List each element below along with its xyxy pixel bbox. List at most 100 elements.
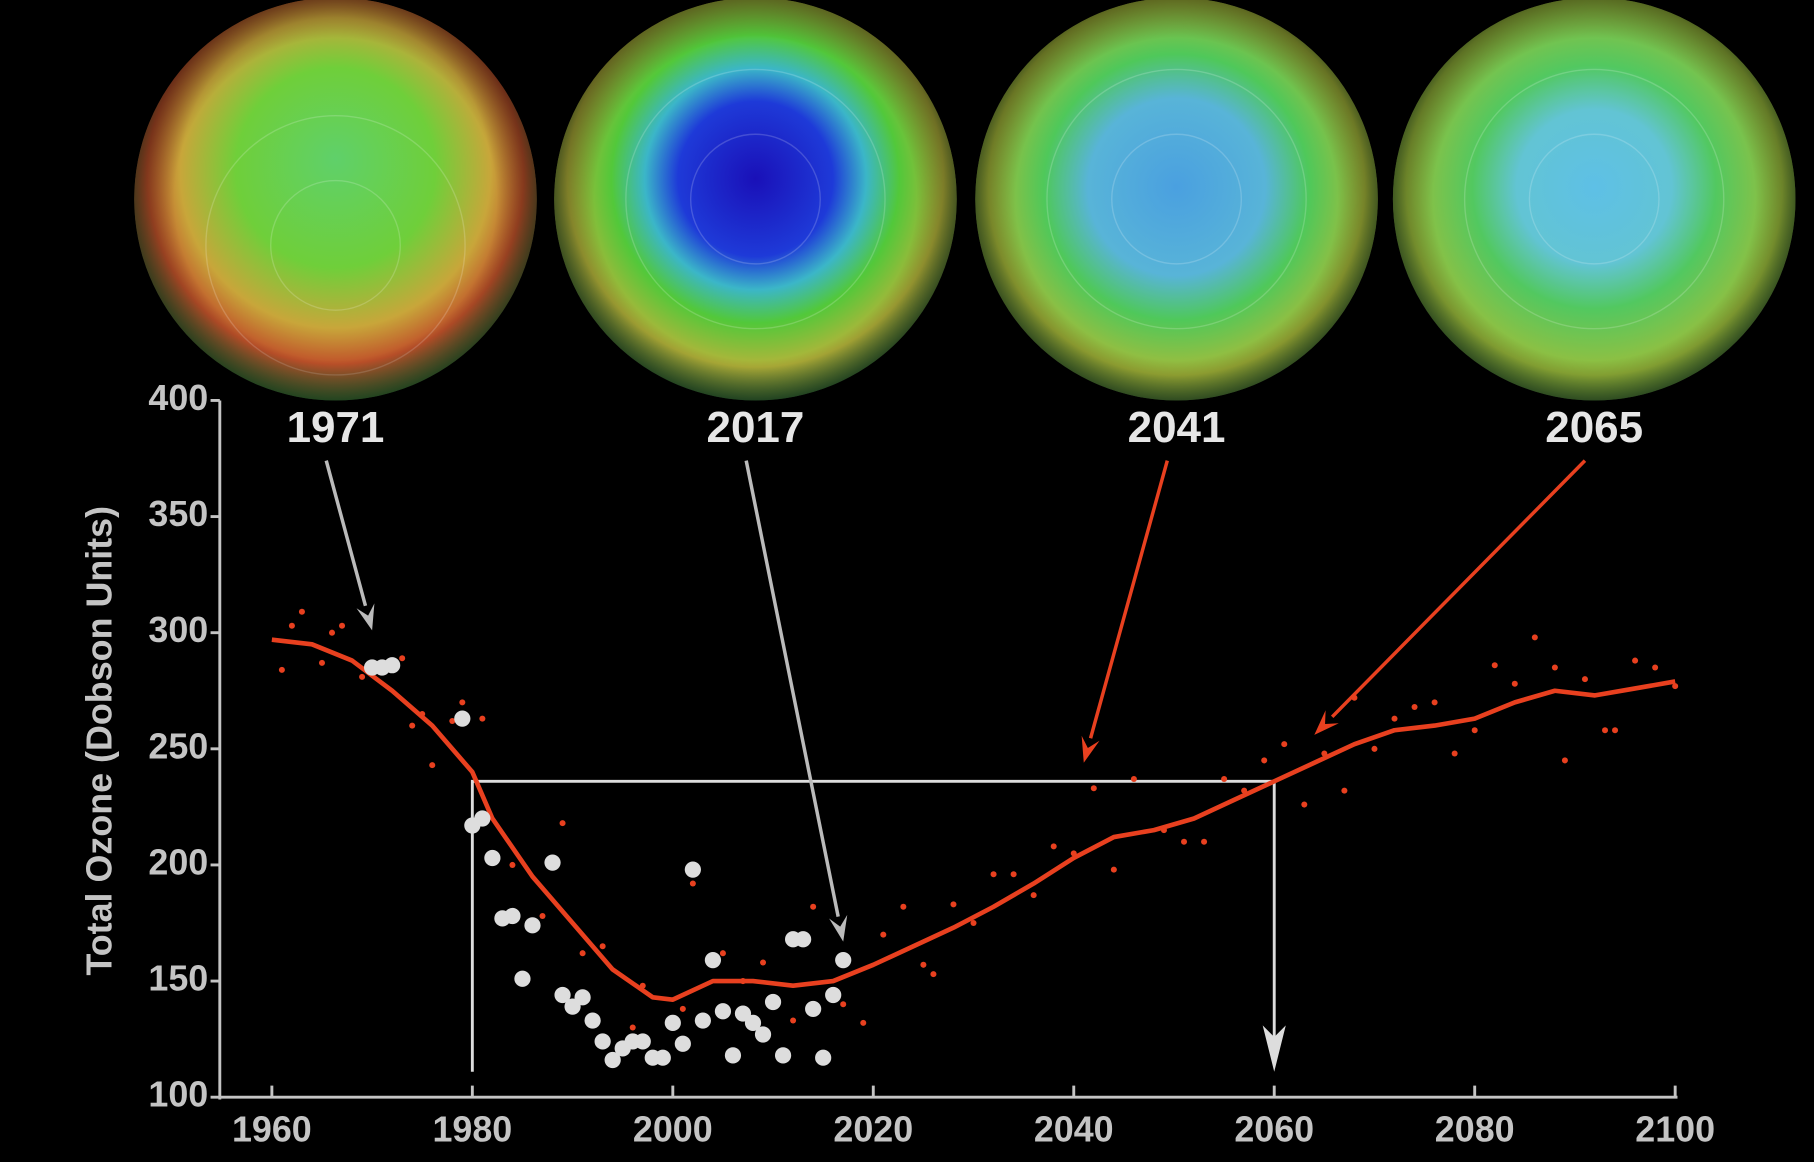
observation-dot [764,993,782,1011]
observation-dot [504,907,521,925]
globe-year-label: 2017 [707,403,805,452]
model-dot [1110,866,1117,873]
model-line [271,637,1676,1002]
model-dot [1090,785,1097,792]
model-dot [409,722,416,729]
model-dot [1341,787,1348,794]
model-dot [1411,704,1418,711]
model-dot [840,1001,847,1008]
observation-dot [805,1000,822,1018]
globe-year-label: 1971 [287,403,385,452]
x-tick-label: 2040 [1034,1109,1114,1149]
model-dot [559,820,566,827]
observation-dot [654,1049,671,1066]
model-dot [1511,680,1518,687]
observation-dot [574,989,591,1006]
x-tick-label: 2080 [1435,1109,1515,1149]
model-dot [359,673,366,680]
model-dot [1301,801,1308,808]
annotation-arrow [1330,459,1587,719]
observation-dot [554,986,571,1004]
observation-dot [634,1033,651,1050]
model-dot [1672,683,1679,690]
observation-dot [684,861,701,878]
model-dot [1531,634,1538,641]
y-tick-label: 400 [148,378,208,418]
model-dot [1491,662,1498,669]
model-dot [399,655,406,662]
model-dot [970,919,977,927]
model-dot [689,880,696,887]
model-dot [1602,727,1609,734]
annotation-arrowhead [1081,735,1100,763]
model-dot [860,1019,867,1026]
observation-dot [604,1051,621,1069]
observation-dot [474,810,491,827]
model-dot [1471,727,1478,734]
observation-dot [594,1033,611,1050]
model-dot [579,950,586,957]
model-dot [1281,741,1288,748]
observation-dot [524,917,541,934]
x-tick-label: 2000 [633,1109,713,1149]
annotation-arrowhead [356,603,375,631]
observation-dot [825,986,842,1004]
y-tick-label: 200 [148,842,208,882]
annotation-arrow [1088,460,1169,739]
model-dot [599,943,606,950]
observation-dot [664,1014,681,1031]
model-dot [318,659,325,666]
observation-dot [454,710,471,727]
x-tick-label: 1960 [232,1109,312,1149]
observation-dot [724,1047,742,1064]
observation-dot [674,1035,691,1052]
model-dot [719,950,726,957]
model-dot [429,762,436,769]
model-dot [1221,776,1228,783]
model-dot [298,608,305,615]
annotation-arrow [744,460,840,917]
x-tick-label: 2060 [1234,1109,1314,1149]
model-dot [950,901,957,908]
model-dot [1561,757,1568,764]
model-dot [1130,776,1137,783]
annotation-arrowhead [1314,710,1339,735]
y-tick-label: 300 [148,610,208,650]
model-dot [1371,745,1378,752]
observation-dot [714,1003,732,1020]
model-dot [1581,676,1588,683]
model-dot [1050,843,1057,850]
model-dot [509,861,516,868]
model-dot [459,699,466,706]
model-dot [790,1017,797,1024]
model-dot [679,1005,686,1012]
annotation-arrow [324,460,368,607]
model-dot [278,666,285,673]
model-dot [449,717,456,724]
reference-line [470,779,1276,1072]
model-dot [760,959,767,966]
observation-dot [694,1012,711,1029]
x-tick-label: 1980 [432,1109,512,1149]
x-tick-label: 2020 [833,1109,913,1149]
y-tick-label: 100 [148,1075,208,1115]
y-axis-title: Total Ozone (Dobson Units) [79,506,119,976]
model-dot [1551,664,1558,671]
observation-dot [584,1012,601,1029]
observation-dot [484,849,501,867]
model-dot [1451,750,1458,757]
model-dot [930,971,937,978]
model-dot [810,903,817,910]
model-dot [479,715,486,722]
y-tick-label: 350 [148,494,208,534]
observation-dot [815,1049,832,1066]
observation-dot [744,1014,762,1031]
model-dot [339,622,346,629]
model-dot [539,913,546,920]
model-dot [1391,715,1398,722]
model-dot [1261,757,1268,764]
observation-dot [514,970,531,987]
model-dot [1201,838,1208,845]
